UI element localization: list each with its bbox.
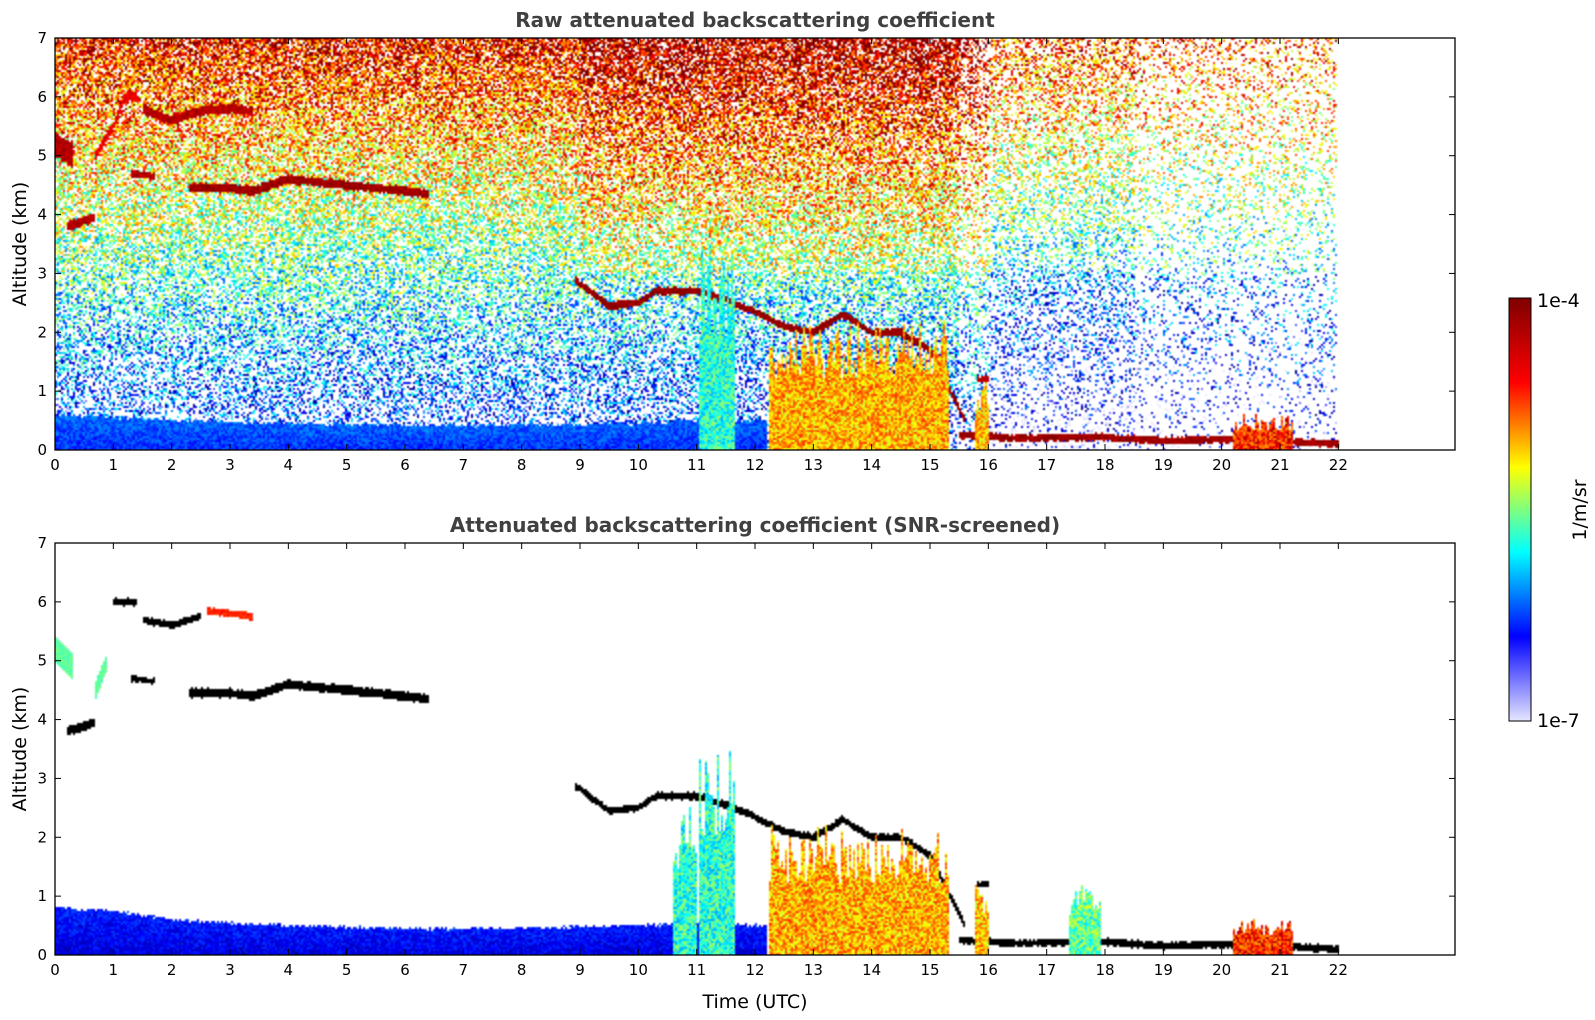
backscatter-heatmap: [55, 543, 1455, 955]
backscatter-heatmap: [55, 38, 1455, 450]
colorbar: 1e-4 1e-7 1/m/sr: [1508, 290, 1591, 732]
x-axis: 0 1 2 3 4 5 6 7 8 9 10 11 12 13 14 15 16 17 18 19 20 21 22: [50, 543, 1348, 979]
colorbar-max-label: 1e-4: [1537, 290, 1580, 312]
y-tick-label: 4: [37, 206, 47, 224]
y-axis: 0 1 2 3 4 5 6 7: [37, 534, 1455, 964]
panel-title: Raw attenuated backscattering coefficien…: [515, 8, 995, 32]
y-tick-label: 1: [37, 887, 47, 905]
x-tick-label: 6: [400, 456, 410, 474]
x-tick-label: 22: [1329, 961, 1348, 979]
x-tick-label: 7: [459, 961, 469, 979]
x-tick-label: 19: [1154, 456, 1173, 474]
x-tick-label: 2: [167, 961, 177, 979]
x-tick-label: 18: [1095, 456, 1114, 474]
y-axis-label: Altitude (km): [9, 687, 31, 812]
x-tick-label: 9: [575, 961, 585, 979]
x-tick-label: 10: [629, 961, 648, 979]
panel-title: Attenuated backscattering coefficient (S…: [450, 513, 1060, 537]
x-tick-label: 12: [745, 456, 764, 474]
y-tick-label: 6: [37, 593, 47, 611]
x-tick-label: 1: [109, 456, 119, 474]
x-tick-label: 0: [50, 961, 60, 979]
x-tick-label: 0: [50, 456, 60, 474]
snr-screened-panel: Attenuated backscattering coefficient (S…: [9, 513, 1456, 1013]
y-axis: 0 1 2 3 4 5 6 7: [37, 29, 1455, 459]
x-tick-label: 11: [687, 961, 706, 979]
x-tick-label: 20: [1212, 456, 1231, 474]
x-tick-label: 14: [862, 961, 881, 979]
colorbar-min-label: 1e-7: [1537, 710, 1580, 732]
y-tick-label: 3: [37, 264, 47, 282]
y-tick-label: 1: [37, 382, 47, 400]
y-tick-label: 7: [37, 534, 47, 552]
y-tick-label: 3: [37, 769, 47, 787]
x-tick-label: 3: [225, 456, 235, 474]
x-tick-label: 7: [459, 456, 469, 474]
y-tick-label: 0: [37, 946, 47, 964]
x-tick-label: 15: [920, 456, 939, 474]
colorbar-unit-label: 1/m/sr: [1569, 479, 1591, 540]
x-tick-label: 20: [1212, 961, 1231, 979]
x-tick-label: 19: [1154, 961, 1173, 979]
x-tick-label: 9: [575, 456, 585, 474]
x-tick-label: 5: [342, 456, 352, 474]
x-tick-label: 22: [1329, 456, 1348, 474]
y-tick-label: 2: [37, 323, 47, 341]
x-tick-label: 17: [1037, 961, 1056, 979]
x-tick-label: 21: [1270, 456, 1289, 474]
y-axis-label: Altitude (km): [9, 182, 31, 307]
x-axis-label: Time (UTC): [701, 991, 807, 1013]
x-tick-label: 4: [284, 456, 294, 474]
x-tick-label: 3: [225, 961, 235, 979]
x-tick-label: 16: [979, 456, 998, 474]
x-tick-label: 6: [400, 961, 410, 979]
colorbar-scale: [1508, 297, 1532, 722]
x-axis: 0 1 2 3 4 5 6 7 8 9 10 11 12 13 14 15 16 17 18 19 20 21 22: [50, 38, 1348, 474]
x-tick-label: 16: [979, 961, 998, 979]
raw-backscatter-panel: Raw attenuated backscattering coefficien…: [9, 8, 1456, 474]
x-tick-label: 8: [517, 456, 527, 474]
x-tick-label: 4: [284, 961, 294, 979]
x-tick-label: 2: [167, 456, 177, 474]
x-tick-label: 21: [1270, 961, 1289, 979]
y-tick-label: 4: [37, 711, 47, 729]
y-tick-label: 5: [37, 147, 47, 165]
x-tick-label: 15: [920, 961, 939, 979]
x-tick-label: 11: [687, 456, 706, 474]
x-tick-label: 8: [517, 961, 527, 979]
x-tick-label: 18: [1095, 961, 1114, 979]
y-tick-label: 7: [37, 29, 47, 47]
y-tick-label: 2: [37, 828, 47, 846]
x-tick-label: 5: [342, 961, 352, 979]
x-tick-label: 10: [629, 456, 648, 474]
x-tick-label: 17: [1037, 456, 1056, 474]
x-tick-label: 12: [745, 961, 764, 979]
x-tick-label: 14: [862, 456, 881, 474]
y-tick-label: 0: [37, 441, 47, 459]
x-tick-label: 13: [804, 961, 823, 979]
y-tick-label: 6: [37, 88, 47, 106]
x-tick-label: 1: [109, 961, 119, 979]
y-tick-label: 5: [37, 652, 47, 670]
x-tick-label: 13: [804, 456, 823, 474]
